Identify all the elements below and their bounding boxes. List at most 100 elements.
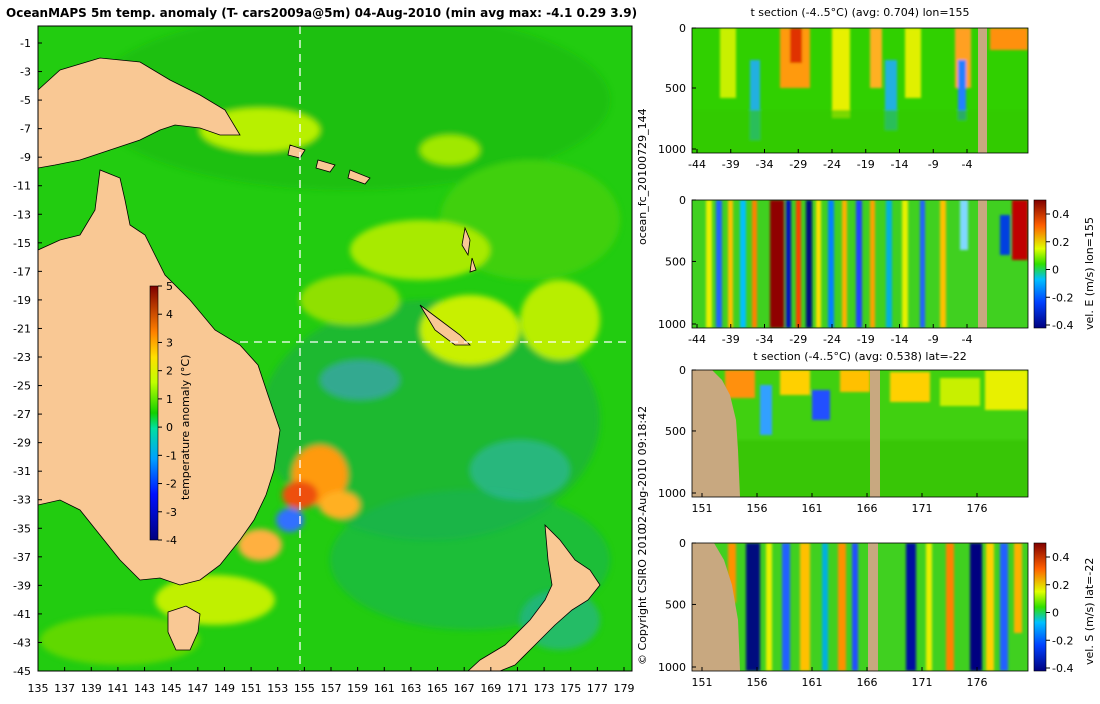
y-tick-label: 500 xyxy=(665,598,686,611)
x-tick-label: 176 xyxy=(967,676,988,689)
map-lat-axis: -1 -3 -5 -7 -9 -11 -13 -15 -17 -19 -21 -23 -25 -27 -29… xyxy=(13,37,42,678)
lon-tick-label: 165 xyxy=(427,682,448,695)
y-tick-label: 0 xyxy=(679,22,686,35)
vanuatu xyxy=(461,226,477,273)
lat-tick-label: -11 xyxy=(13,180,31,193)
lon-tick-label: 143 xyxy=(134,682,155,695)
panel2-colorbar-label: vel. E (m/s) lon=155 xyxy=(1083,217,1096,330)
lon-tick-label: 173 xyxy=(534,682,555,695)
land xyxy=(38,57,601,671)
lon-tick-label: 163 xyxy=(400,682,421,695)
panel1-field xyxy=(692,28,1028,153)
x-tick-label: -24 xyxy=(823,158,841,171)
x-tick-label: -14 xyxy=(891,333,909,346)
x-tick-label: -29 xyxy=(789,158,807,171)
panel-vel-e-lon: -44 -39 -34 -29 -24 -19 -14 -9 -4 0 500 1000 0.4 0.2… xyxy=(658,194,1096,346)
panel-vel-s-lat: 151 156 161 166 171 176 0 500 1000 0.4 0.2 0 -0.2 -0… xyxy=(658,537,1096,689)
x-tick-label: -44 xyxy=(688,333,706,346)
lat-tick-label: -39 xyxy=(13,579,31,592)
colorbar-tick-label: 0 xyxy=(166,421,173,434)
x-tick-label: 176 xyxy=(967,502,988,515)
x-tick-label: -4 xyxy=(962,333,973,346)
panel3-title: t section (-4..5°C) (avg: 0.538) lat=-22 xyxy=(753,350,966,363)
lon-tick-label: 167 xyxy=(454,682,475,695)
lat-tick-label: -23 xyxy=(13,351,31,364)
lat-tick-label: -37 xyxy=(13,551,31,564)
y-tick-label: 0 xyxy=(679,194,686,207)
x-tick-label: 161 xyxy=(802,502,823,515)
colorbar-tick-label: -2 xyxy=(166,478,177,491)
lat-tick-label: -41 xyxy=(13,608,31,621)
x-tick-label: -34 xyxy=(756,333,774,346)
y-tick-label: 500 xyxy=(665,82,686,95)
vel-cbar-tick-label: 0 xyxy=(1052,264,1059,277)
panel1-title: t section (-4..5°C) (avg: 0.704) lon=155 xyxy=(750,6,969,19)
panel2-field xyxy=(692,200,1028,328)
lon-tick-label: 175 xyxy=(560,682,581,695)
x-tick-label: -19 xyxy=(857,333,875,346)
x-tick-label: -39 xyxy=(722,158,740,171)
lat-tick-label: -19 xyxy=(13,294,31,307)
lat-tick-label: -15 xyxy=(13,237,31,250)
x-tick-label: 151 xyxy=(692,502,713,515)
y-tick-label: 1000 xyxy=(658,661,686,674)
lon-tick-label: 171 xyxy=(507,682,528,695)
x-tick-label: 156 xyxy=(747,676,768,689)
colorbar-tick-label: 2 xyxy=(166,365,173,378)
x-tick-label: -14 xyxy=(891,158,909,171)
x-tick-label: 166 xyxy=(857,676,878,689)
lon-tick-label: 159 xyxy=(347,682,368,695)
lon-tick-label: 153 xyxy=(267,682,288,695)
lat-tick-label: -7 xyxy=(20,123,31,136)
vel-cbar-tick-label: -0.4 xyxy=(1052,319,1073,332)
panel4-field xyxy=(692,543,1028,671)
y-tick-label: 0 xyxy=(679,537,686,550)
map-panel xyxy=(38,26,632,671)
australia xyxy=(38,169,281,586)
panel-t-section-lon: t section (-4..5°C) (avg: 0.704) lon=155 xyxy=(658,6,1029,171)
colorbar-tick-label: 1 xyxy=(166,393,173,406)
new-caledonia xyxy=(419,304,471,346)
y-tick-label: 1000 xyxy=(658,143,686,156)
lon-tick-label: 135 xyxy=(28,682,49,695)
lon-tick-label: 149 xyxy=(214,682,235,695)
lat-tick-label: -3 xyxy=(20,66,31,79)
lon-tick-label: 177 xyxy=(587,682,608,695)
lat-tick-label: -9 xyxy=(20,151,31,164)
lat-tick-label: -45 xyxy=(13,665,31,678)
main-title: OceanMAPS 5m temp. anomaly (T- cars2009a… xyxy=(6,6,637,20)
new-zealand xyxy=(467,523,601,671)
panel2-colorbar: 0.4 0.2 0 -0.2 -0.4 vel. E (m/s) lon=155 xyxy=(1033,199,1096,332)
y-tick-label: 500 xyxy=(665,425,686,438)
new-guinea xyxy=(38,57,241,169)
lat-tick-label: -35 xyxy=(13,522,31,535)
vel-cbar-tick-label: 0 xyxy=(1052,607,1059,620)
colorbar-tick-label: 5 xyxy=(166,280,173,293)
vel-cbar-tick-label: -0.2 xyxy=(1052,634,1073,647)
vel-cbar-tick-label: 0.2 xyxy=(1052,236,1070,249)
lon-tick-label: 179 xyxy=(614,682,635,695)
y-tick-label: 500 xyxy=(665,255,686,268)
lat-tick-label: -25 xyxy=(13,380,31,393)
colorbar-tick-label: 3 xyxy=(166,336,173,349)
lon-tick-label: 137 xyxy=(54,682,75,695)
x-tick-label: -29 xyxy=(789,333,807,346)
x-tick-label: 161 xyxy=(802,676,823,689)
x-tick-label: 151 xyxy=(692,676,713,689)
lon-tick-label: 151 xyxy=(241,682,262,695)
colorbar-tick-label: -3 xyxy=(166,506,177,519)
lat-tick-label: -33 xyxy=(13,494,31,507)
colorbar-tick-label: -4 xyxy=(166,534,177,547)
x-tick-label: -39 xyxy=(722,333,740,346)
x-tick-label: -9 xyxy=(928,158,939,171)
lon-tick-label: 161 xyxy=(374,682,395,695)
lat-tick-label: -43 xyxy=(13,636,31,649)
anomaly-field xyxy=(40,26,620,665)
copyright-label: © Copyright CSIRO 2010 xyxy=(636,528,649,665)
panel3-field xyxy=(692,370,1028,497)
x-tick-label: 166 xyxy=(857,502,878,515)
run-label: ocean_fc_20100729_144 xyxy=(636,108,649,245)
lon-tick-label: 145 xyxy=(161,682,182,695)
